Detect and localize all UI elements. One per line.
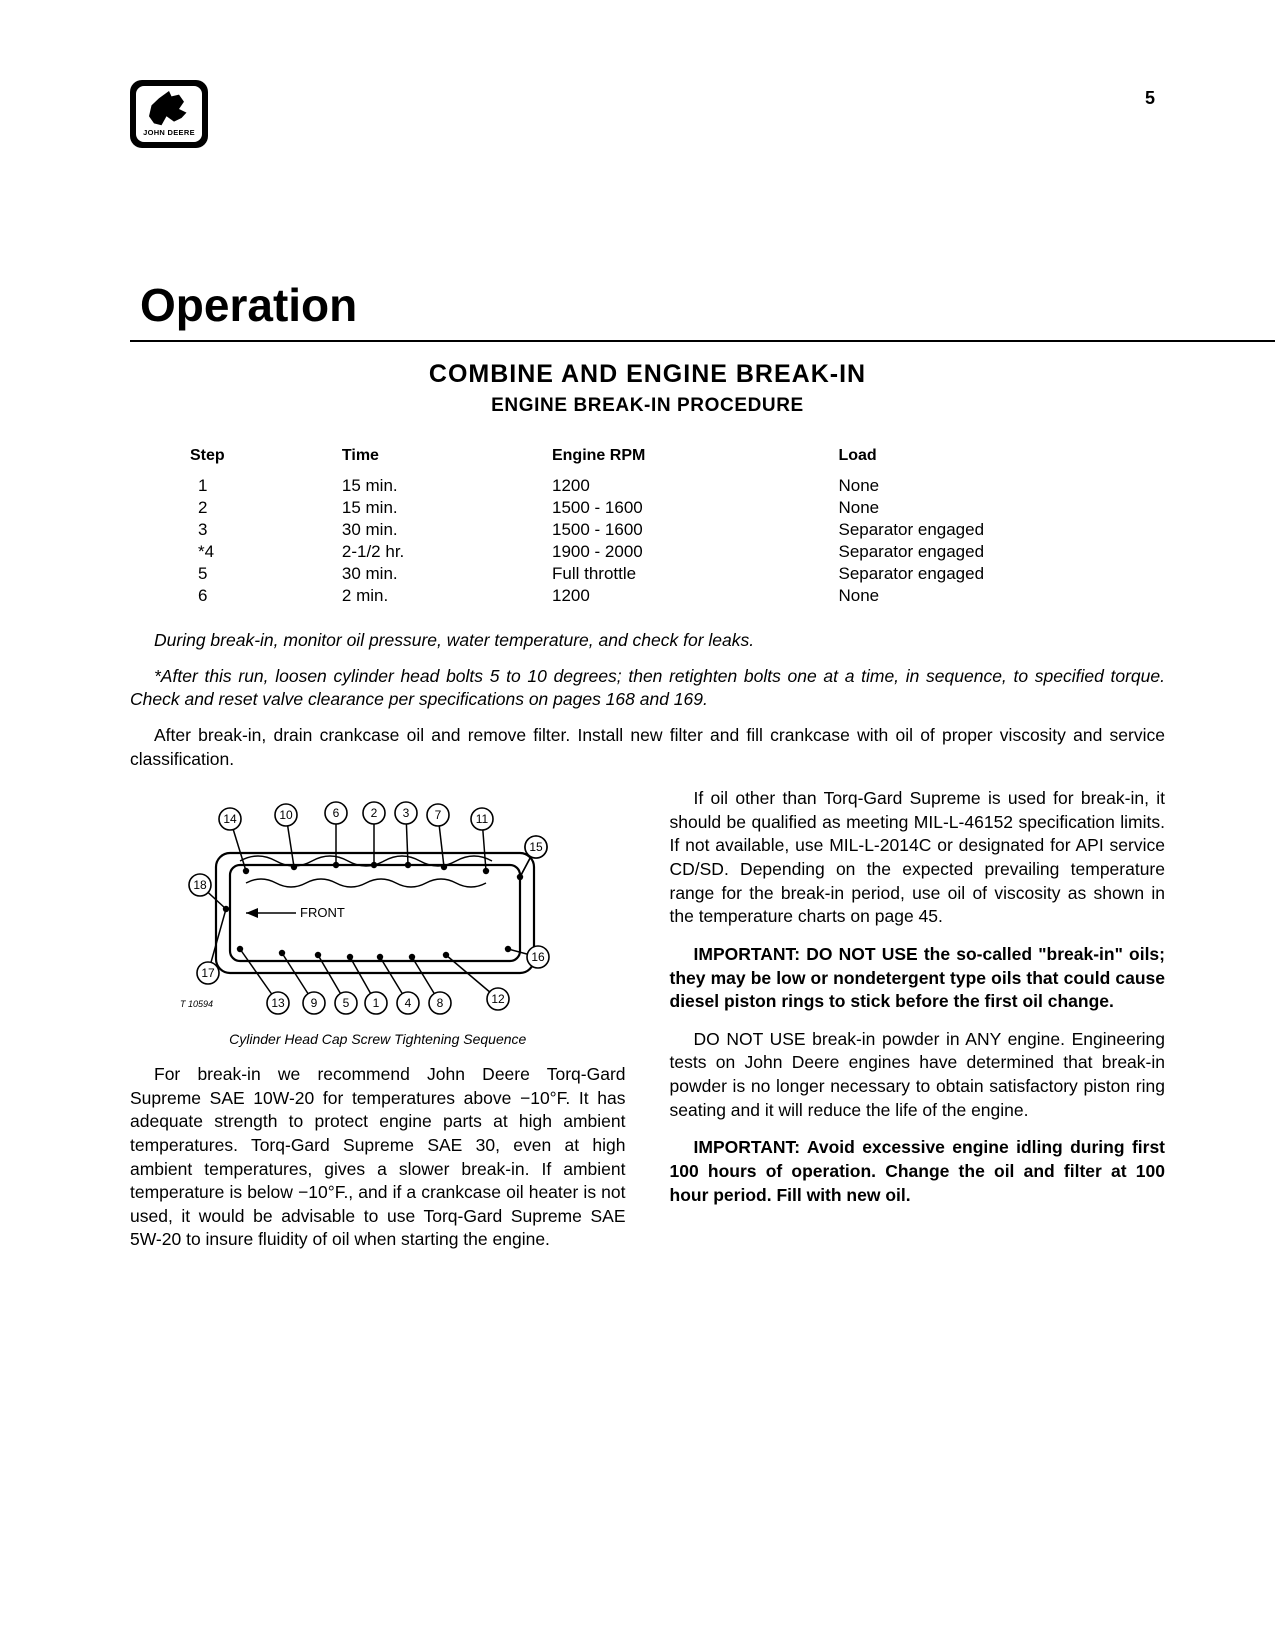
left-p1: For break-in we recommend John Deere Tor… [130,1063,626,1252]
col-time: Time [342,447,552,475]
tightening-sequence-diagram: FRONT 14106237111513951481218171516 T 10… [168,791,588,1026]
table-row: 215 min.1500 - 1600None [170,497,1125,519]
table-cell: 1200 [552,585,839,607]
svg-text:11: 11 [476,812,489,826]
svg-text:14: 14 [223,812,237,826]
table-cell: 2-1/2 hr. [342,541,552,563]
left-column: FRONT 14106237111513951481218171516 T 10… [130,787,626,1266]
table-cell: Full throttle [552,563,839,585]
table-cell: 1200 [552,475,839,497]
svg-text:6: 6 [332,806,339,820]
svg-text:18: 18 [193,878,207,892]
table-row: 62 min.1200None [170,585,1125,607]
table-cell: 1 [170,475,342,497]
table-cell: Separator engaged [838,563,1125,585]
table-cell: 30 min. [342,519,552,541]
svg-text:2: 2 [370,806,377,820]
svg-text:7: 7 [434,808,441,822]
table-cell: 3 [170,519,342,541]
svg-text:12: 12 [491,992,505,1006]
table-cell: None [838,497,1125,519]
svg-text:4: 4 [404,996,411,1010]
svg-text:16: 16 [531,950,545,964]
title-rule [130,340,1275,342]
right-column: If oil other than Torq-Gard Supreme is u… [670,787,1166,1266]
svg-text:8: 8 [436,996,443,1010]
note-monitor: During break-in, monitor oil pressure, w… [130,629,1165,653]
table-row: 530 min.Full throttleSeparator engaged [170,563,1125,585]
right-p1: If oil other than Torq-Gard Supreme is u… [670,787,1166,929]
breakin-table: Step Time Engine RPM Load 115 min.1200No… [170,447,1125,607]
note-asterisk: *After this run, loosen cylinder head bo… [130,665,1165,712]
col-load: Load [838,447,1125,475]
front-label: FRONT [300,905,345,920]
col-rpm: Engine RPM [552,447,839,475]
table-cell: Separator engaged [838,541,1125,563]
right-p2: DO NOT USE break-in powder in ANY engine… [670,1028,1166,1123]
table-cell: 2 min. [342,585,552,607]
diagram-caption: Cylinder Head Cap Screw Tightening Seque… [130,1030,626,1049]
brand-logo: JOHN DEERE [130,80,208,148]
table-cell: 15 min. [342,497,552,519]
important-1: IMPORTANT: DO NOT USE the so-called "bre… [670,943,1166,1014]
table-row: 115 min.1200None [170,475,1125,497]
svg-text:3: 3 [402,806,409,820]
diagram-ref: T 10594 [180,999,213,1009]
svg-text:17: 17 [201,966,215,980]
svg-text:9: 9 [310,996,317,1010]
subsection-heading: ENGINE BREAK-IN PROCEDURE [130,395,1165,417]
table-cell: 1500 - 1600 [552,519,839,541]
brand-name: JOHN DEERE [143,128,195,137]
table-cell: *4 [170,541,342,563]
table-cell: 30 min. [342,563,552,585]
page-title: Operation [140,278,1165,332]
svg-text:1: 1 [372,996,379,1010]
table-cell: Separator engaged [838,519,1125,541]
svg-text:10: 10 [279,808,293,822]
table-row: *42-1/2 hr.1900 - 2000Separator engaged [170,541,1125,563]
table-cell: 6 [170,585,342,607]
table-cell: 1500 - 1600 [552,497,839,519]
svg-text:5: 5 [342,996,349,1010]
table-cell: 2 [170,497,342,519]
table-cell: 5 [170,563,342,585]
page-number: 5 [1145,88,1155,109]
table-cell: None [838,475,1125,497]
table-cell: None [838,585,1125,607]
deer-icon [144,91,194,127]
svg-text:13: 13 [271,996,285,1010]
important-2: IMPORTANT: Avoid excessive engine idling… [670,1136,1166,1207]
svg-text:15: 15 [529,840,543,854]
table-cell: 15 min. [342,475,552,497]
table-row: 330 min.1500 - 1600Separator engaged [170,519,1125,541]
table-cell: 1900 - 2000 [552,541,839,563]
col-step: Step [170,447,342,475]
note-after-breakin: After break-in, drain crankcase oil and … [130,724,1165,771]
section-heading: COMBINE AND ENGINE BREAK-IN [130,360,1165,389]
